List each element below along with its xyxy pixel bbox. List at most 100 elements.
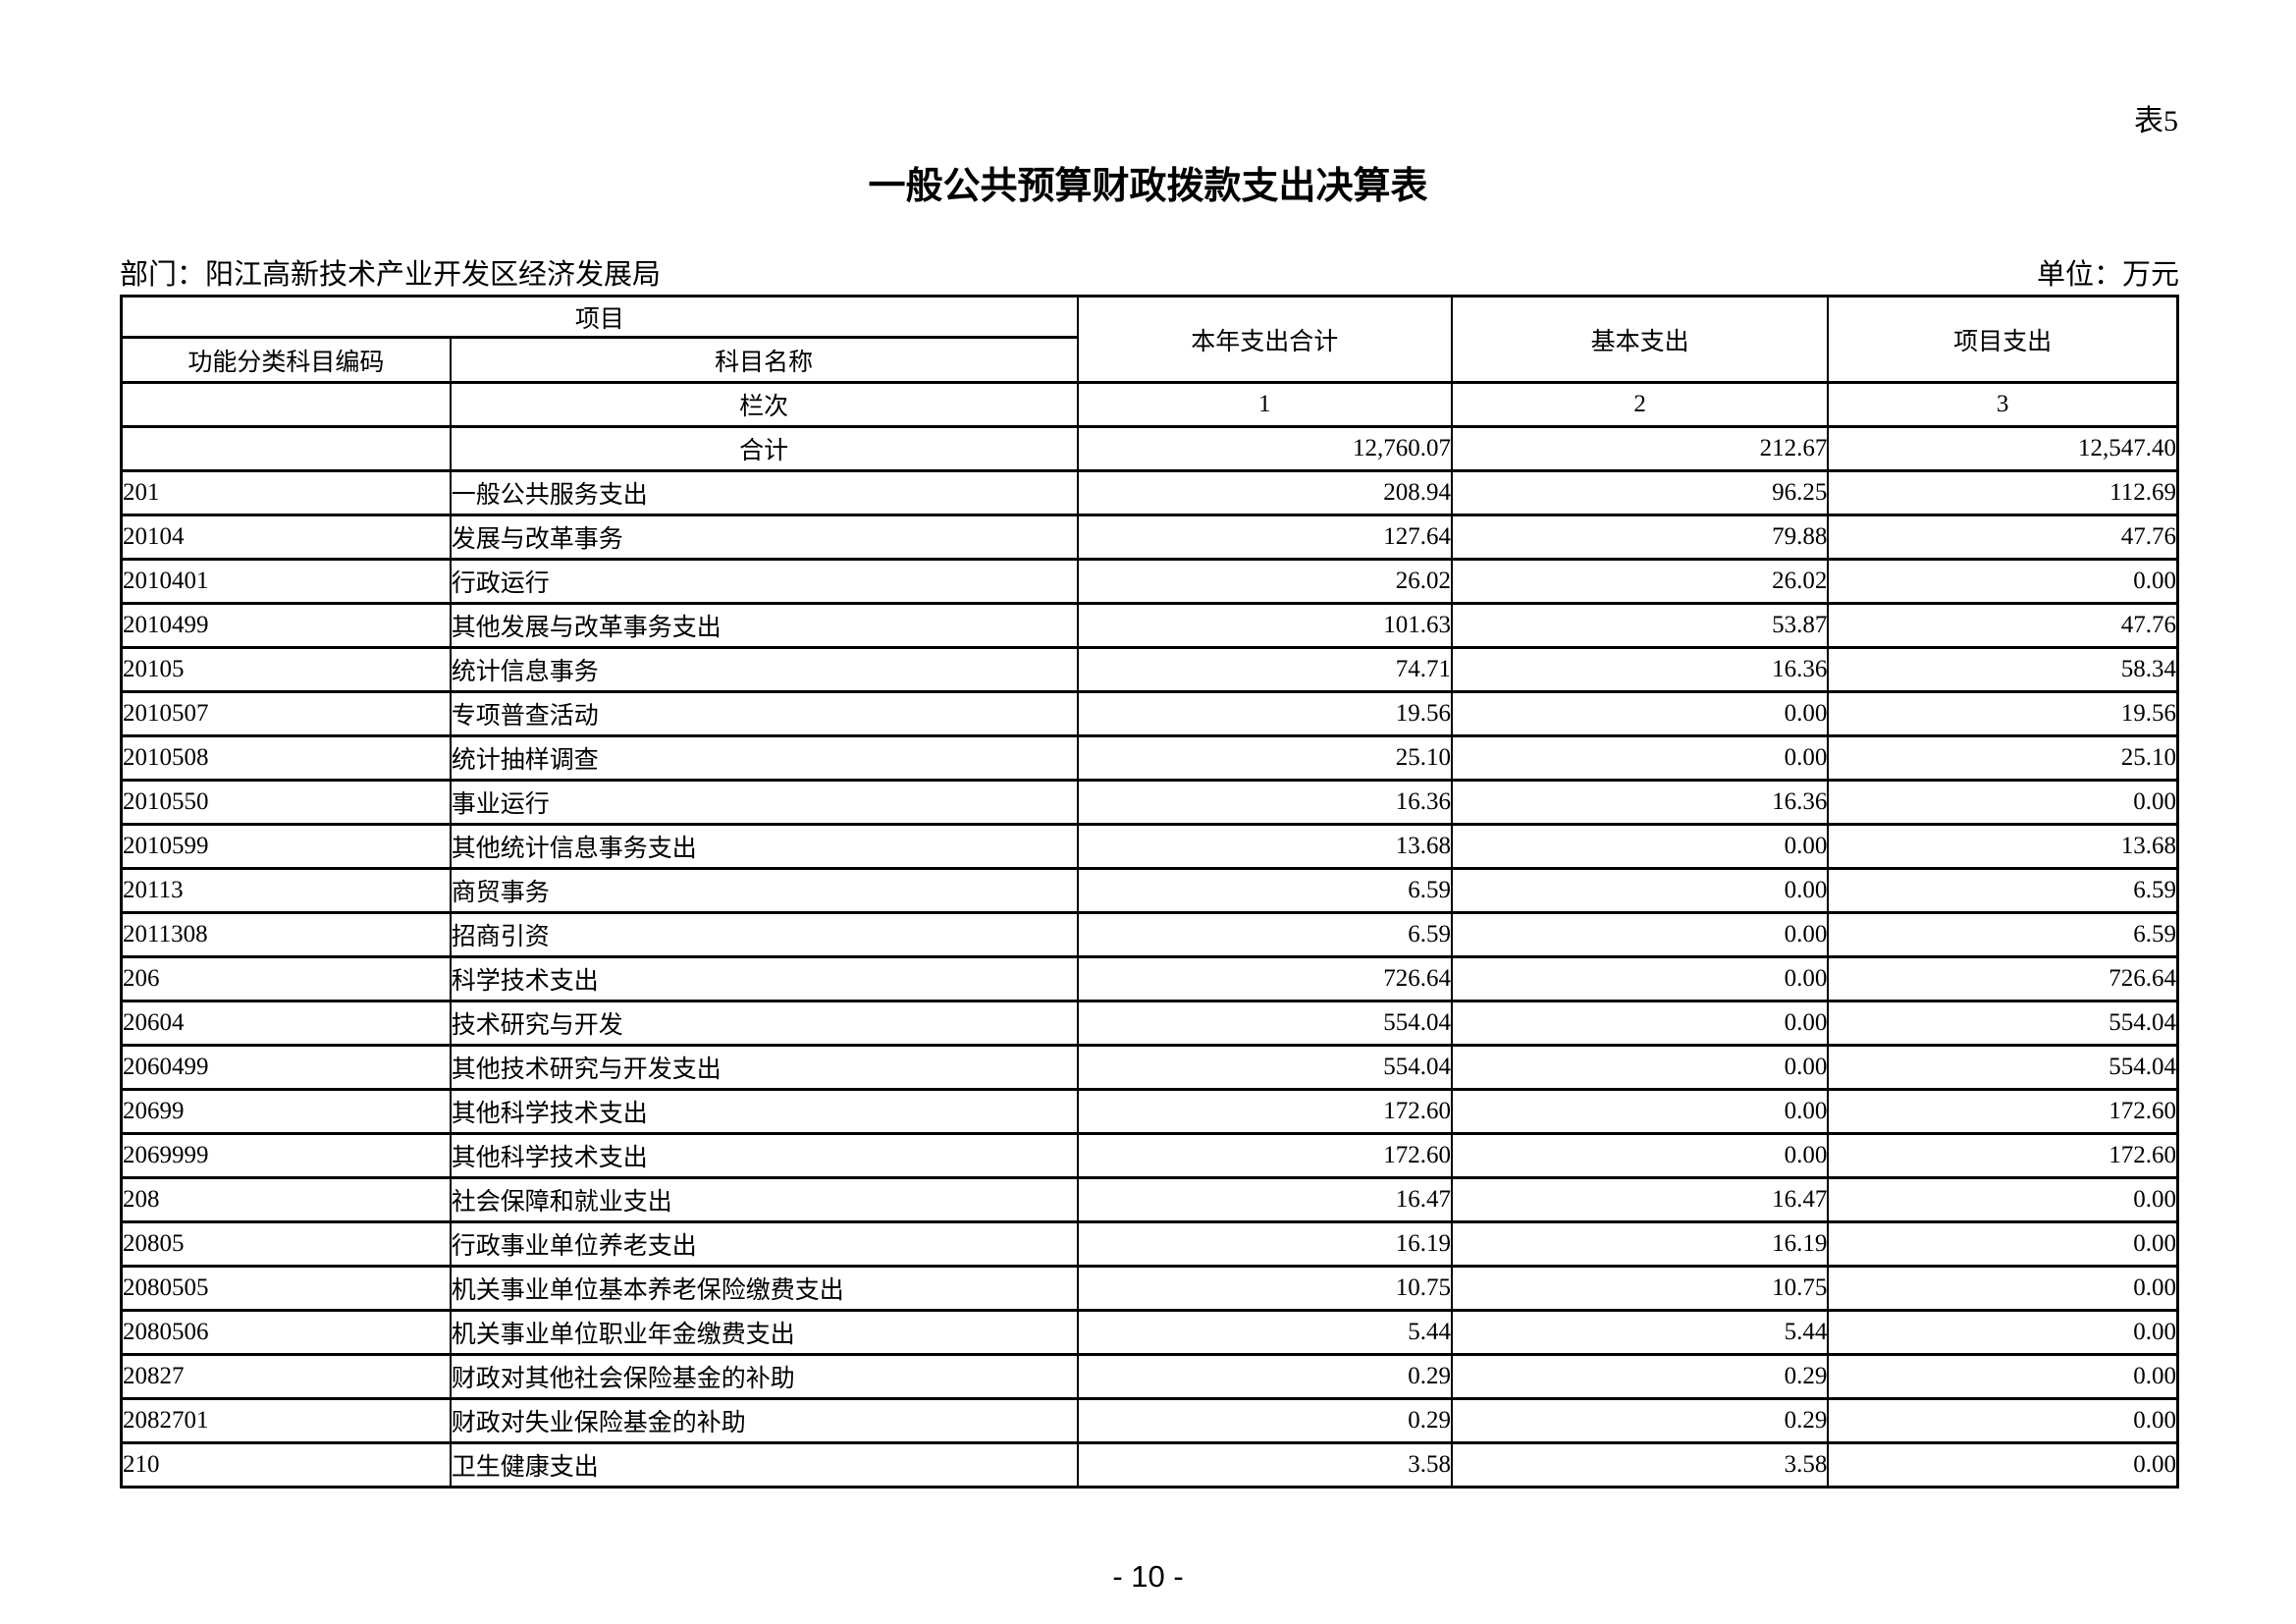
table-row: 20105 统计信息事务 74.71 16.36 58.34 [120,646,2179,693]
table-row: 2010599 其他统计信息事务支出 13.68 0.00 13.68 [120,823,2179,870]
table-row: 20805 行政事业单位养老支出 16.19 16.19 0.00 [120,1220,2179,1268]
cell-basic-expenditure: 0.00 [1450,823,1830,870]
table-row: 2010507 专项普查活动 19.56 0.00 19.56 [120,690,2179,737]
cell-basic-expenditure: 16.36 [1450,646,1830,693]
cell-total-expenditure: 19.56 [1076,690,1453,737]
cell-total-expenditure: 208.94 [1076,469,1453,516]
cell-empty [120,425,452,472]
cell-function-code: 206 [120,955,452,1002]
table-row: 2010508 统计抽样调查 25.10 0.00 25.10 [120,734,2179,782]
cell-subject-name: 商贸事务 [449,867,1079,914]
cell-basic-expenditure: 3.58 [1450,1441,1830,1489]
cell-subject-name: 科学技术支出 [449,955,1079,1002]
cell-total-expenditure: 127.64 [1076,514,1453,561]
cell-basic-expenditure: 0.00 [1450,690,1830,737]
cell-subject-name: 其他统计信息事务支出 [449,823,1079,870]
cell-total-expenditure: 13.68 [1076,823,1453,870]
table-number-label: 表5 [2134,105,2178,137]
cell-basic-expenditure: 26.02 [1450,558,1830,605]
cell-subject-name: 社会保障和就业支出 [449,1176,1079,1223]
cell-total-expenditure: 101.63 [1076,602,1453,649]
cell-project-expenditure: 0.00 [1827,1265,2179,1312]
cell-subject-name: 招商引资 [449,911,1079,958]
cell-basic-expenditure: 79.88 [1450,514,1830,561]
cell-total-expenditure: 16.19 [1076,1220,1453,1268]
cell-function-code: 20827 [120,1353,452,1400]
cell-function-code: 20604 [120,1000,452,1047]
cell-total-expenditure: 6.59 [1076,867,1453,914]
table-row: 20827 财政对其他社会保险基金的补助 0.29 0.29 0.00 [120,1353,2179,1400]
cell-basic-expenditure: 0.00 [1450,1088,1830,1135]
cell-basic-expenditure: 0.00 [1450,911,1830,958]
table-row: 2010499 其他发展与改革事务支出 101.63 53.87 47.76 [120,602,2179,649]
cell-function-code: 20113 [120,867,452,914]
cell-subject-name: 财政对失业保险基金的补助 [449,1397,1079,1444]
table-row: 2080506 机关事业单位职业年金缴费支出 5.44 5.44 0.00 [120,1309,2179,1356]
header-row-project-group: 项目 本年支出合计 基本支出 项目支出 [120,295,2179,384]
cell-subject-name: 统计信息事务 [449,646,1079,693]
table-row: 210 卫生健康支出 3.58 3.58 0.00 [120,1441,2179,1489]
cell-basic-expenditure: 16.36 [1450,779,1830,826]
header-total-expenditure: 本年支出合计 [1076,295,1453,384]
cell-basic-expenditure: 0.00 [1450,1132,1830,1179]
cell-function-code: 208 [120,1176,452,1223]
cell-total-expenditure: 3.58 [1076,1441,1453,1489]
cell-subject-name: 一般公共服务支出 [449,469,1079,516]
cell-subject-name: 财政对其他社会保险基金的补助 [449,1353,1079,1400]
budget-table: 项目 本年支出合计 基本支出 项目支出 功能分类科目编码 科目名称 栏次 1 2… [120,295,2179,1489]
cell-subject-name: 其他科学技术支出 [449,1088,1079,1135]
cell-function-code: 2069999 [120,1132,452,1179]
cell-total-expenditure: 10.75 [1076,1265,1453,1312]
cell-function-code: 2082701 [120,1397,452,1444]
cell-total-expenditure: 74.71 [1076,646,1453,693]
page-number: - 10 - [1112,1559,1184,1594]
cell-project-expenditure: 554.04 [1827,1044,2179,1091]
cell-subject-name: 卫生健康支出 [449,1441,1079,1489]
table-row: 2082701 财政对失业保险基金的补助 0.29 0.29 0.00 [120,1397,2179,1444]
cell-total-expenditure: 172.60 [1076,1132,1453,1179]
cell-subject-name: 其他技术研究与开发支出 [449,1044,1079,1091]
cell-function-code: 210 [120,1441,452,1489]
grand-total-project: 12,547.40 [1827,425,2179,472]
cell-project-expenditure: 172.60 [1827,1088,2179,1135]
cell-function-code: 20104 [120,514,452,561]
column-index-row: 栏次 1 2 3 [120,381,2179,428]
unit-label: 单位：万元 [2036,259,2179,291]
cell-basic-expenditure: 0.00 [1450,734,1830,782]
cell-project-expenditure: 25.10 [1827,734,2179,782]
cell-basic-expenditure: 0.29 [1450,1397,1830,1444]
cell-subject-name: 专项普查活动 [449,690,1079,737]
table-row: 2060499 其他技术研究与开发支出 554.04 0.00 554.04 [120,1044,2179,1091]
header-row-subcolumns: 功能分类科目编码 科目名称 [120,336,2178,384]
cell-empty [120,381,452,428]
cell-project-expenditure: 47.76 [1827,602,2179,649]
cell-total-expenditure: 554.04 [1076,1044,1453,1091]
table-row: 20113 商贸事务 6.59 0.00 6.59 [120,867,2179,914]
table-row: 2011308 招商引资 6.59 0.00 6.59 [120,911,2179,958]
grand-total-expenditure: 12,760.07 [1076,425,1453,472]
cell-function-code: 2010508 [120,734,452,782]
cell-function-code: 2060499 [120,1044,452,1091]
grand-total-basic: 212.67 [1450,425,1830,472]
table-row: 206 科学技术支出 726.64 0.00 726.64 [120,955,2179,1002]
table-row: 20104 发展与改革事务 127.64 79.88 47.76 [120,514,2179,561]
table-row: 208 社会保障和就业支出 16.47 16.47 0.00 [120,1176,2179,1223]
cell-subject-name: 行政运行 [449,558,1079,605]
cell-total-expenditure: 554.04 [1076,1000,1453,1047]
cell-subject-name: 其他科学技术支出 [449,1132,1079,1179]
cell-project-expenditure: 0.00 [1827,1353,2179,1400]
cell-function-code: 20699 [120,1088,452,1135]
cell-function-code: 2080505 [120,1265,452,1312]
table-row: 20699 其他科学技术支出 172.60 0.00 172.60 [120,1088,2179,1135]
cell-total-expenditure: 6.59 [1076,911,1453,958]
cell-total-expenditure: 16.47 [1076,1176,1453,1223]
cell-function-code: 2011308 [120,911,452,958]
cell-basic-expenditure: 0.00 [1450,955,1830,1002]
cell-project-expenditure: 0.00 [1827,1220,2179,1268]
cell-total-expenditure: 0.29 [1076,1353,1453,1400]
cell-function-code: 2010401 [120,558,452,605]
grand-total-row: 合计 12,760.07 212.67 12,547.40 [120,425,2179,472]
table-row: 2010401 行政运行 26.02 26.02 0.00 [120,558,2179,605]
cell-function-code: 2010599 [120,823,452,870]
